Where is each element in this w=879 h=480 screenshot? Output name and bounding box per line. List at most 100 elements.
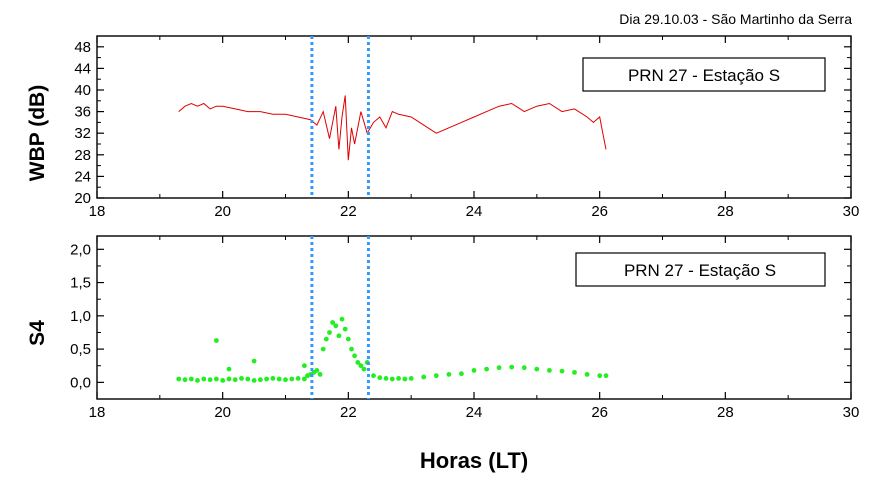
- s4-data-point: [396, 376, 401, 381]
- s4-data-point: [226, 366, 232, 372]
- s4-data-point: [389, 376, 395, 382]
- s4-data-point: [509, 364, 515, 370]
- wbp-x-tick-label: 18: [89, 203, 106, 220]
- s4-data-point: [421, 374, 427, 380]
- s4-data-point: [264, 376, 269, 382]
- s4-panel: 18 20 22 24 26 28 30 0,0 0,5 1,0 1,5 2,0 PRN 27 - …: [26, 235, 859, 473]
- s4-data-point: [339, 316, 345, 322]
- s4-data-point: [214, 338, 219, 343]
- wbp-legend-label: PRN 27 - Estação S: [628, 66, 780, 85]
- s4-data-point: [232, 377, 238, 383]
- s4-data-point: [176, 376, 182, 382]
- s4-data-point: [239, 376, 244, 381]
- s4-data-point: [377, 375, 383, 381]
- s4-data-point: [559, 368, 565, 374]
- s4-data-point: [258, 377, 263, 383]
- s4-data-point: [251, 358, 257, 364]
- wbp-y-tick-label: 32: [74, 125, 91, 142]
- s4-x-ticks: 18 20 22 24 26 28 30: [89, 236, 859, 421]
- wbp-legend: PRN 27 - Estação S: [582, 57, 826, 92]
- s4-data-point: [459, 371, 464, 377]
- s4-series-layer: [176, 316, 609, 383]
- wbp-y-tick-label: 36: [74, 104, 91, 121]
- wbp-y-tick-label: 24: [74, 168, 91, 185]
- x-axis-title: Horas (LT): [420, 448, 528, 473]
- s4-data-point: [597, 373, 603, 379]
- s4-x-tick-label: 28: [717, 404, 734, 421]
- s4-x-tick-label: 22: [340, 404, 357, 421]
- s4-data-point: [471, 368, 477, 373]
- s4-data-point: [352, 353, 357, 359]
- s4-data-point: [521, 365, 527, 371]
- s4-data-point: [358, 363, 364, 369]
- s4-data-point: [345, 336, 351, 342]
- s4-data-point: [207, 377, 213, 383]
- wbp-x-tick-label: 22: [340, 203, 357, 220]
- s4-x-tick-label: 20: [214, 404, 231, 421]
- s4-y-tick-label: 0,5: [70, 341, 91, 358]
- s4-data-point: [323, 336, 329, 342]
- s4-legend-label: PRN 27 - Estação S: [624, 261, 776, 280]
- wbp-x-tick-label: 30: [843, 203, 860, 220]
- s4-data-point: [214, 376, 219, 382]
- s4-data-point: [330, 320, 335, 325]
- wbp-y-ticks: 20 24 28 32 36 40 44 48: [74, 39, 851, 207]
- s4-data-point: [226, 376, 232, 382]
- wbp-legend-box: [582, 57, 826, 92]
- s4-data-point: [289, 376, 295, 382]
- s4-data-point: [327, 330, 332, 335]
- s4-data-point: [534, 366, 540, 372]
- s4-data-point: [547, 368, 552, 373]
- s4-y-ticks: 0,0 0,5 1,0 1,5 2,0: [70, 241, 851, 391]
- s4-data-point: [408, 376, 414, 381]
- s4-data-point: [320, 346, 326, 352]
- wbp-x-tick-label: 28: [717, 203, 734, 220]
- wbp-y-tick-label: 28: [74, 147, 91, 164]
- wbp-y-tick-label: 44: [74, 60, 91, 77]
- s4-data-point: [295, 376, 301, 381]
- wbp-series-layer: [178, 95, 607, 161]
- s4-data-point: [201, 376, 207, 382]
- s4-y-tick-label: 2,0: [70, 241, 91, 258]
- s4-legend: PRN 27 - Estação S: [575, 252, 826, 287]
- s4-data-point: [402, 376, 408, 382]
- s4-data-point: [276, 376, 282, 382]
- s4-data-point: [182, 377, 188, 383]
- s4-data-point: [342, 326, 348, 332]
- s4-data-point: [188, 376, 194, 382]
- wbp-y-tick-label: 48: [74, 39, 91, 56]
- s4-y-tick-label: 1,0: [70, 308, 91, 325]
- s4-data-point: [220, 378, 226, 383]
- s4-data-point: [195, 378, 200, 383]
- s4-x-tick-label: 26: [591, 404, 608, 421]
- s4-data-point: [317, 372, 323, 377]
- wbp-y-tick-label: 20: [74, 190, 91, 207]
- s4-x-tick-label: 24: [466, 404, 483, 421]
- s4-y-axis-title: S4: [26, 320, 49, 346]
- s4-data-point: [383, 376, 389, 381]
- s4-data-point: [603, 373, 609, 379]
- wbp-x-tick-label: 20: [214, 203, 231, 220]
- s4-data-point: [572, 370, 577, 375]
- s4-data-point: [245, 376, 251, 382]
- wbp-series-line: [178, 95, 607, 161]
- s4-data-point: [349, 346, 354, 352]
- s4-data-point: [333, 323, 339, 329]
- s4-data-point: [251, 378, 257, 383]
- s4-data-point: [270, 376, 276, 381]
- s4-x-tick-label: 18: [89, 404, 106, 421]
- s4-y-tick-label: 0,0: [70, 374, 91, 391]
- s4-legend-box: [575, 252, 826, 287]
- s4-y-tick-label: 1,5: [70, 275, 91, 292]
- wbp-x-ticks: 18 20 22 24 26 28 30: [89, 36, 860, 220]
- s4-data-point: [314, 368, 320, 373]
- s4-data-point: [302, 363, 307, 369]
- wbp-x-tick-label: 24: [466, 203, 483, 220]
- wbp-x-tick-label: 26: [591, 203, 608, 220]
- s4-data-point: [336, 333, 342, 339]
- wbp-vertical-markers: [310, 36, 370, 198]
- s4-data-point: [371, 373, 376, 379]
- s4-data-point: [361, 366, 367, 372]
